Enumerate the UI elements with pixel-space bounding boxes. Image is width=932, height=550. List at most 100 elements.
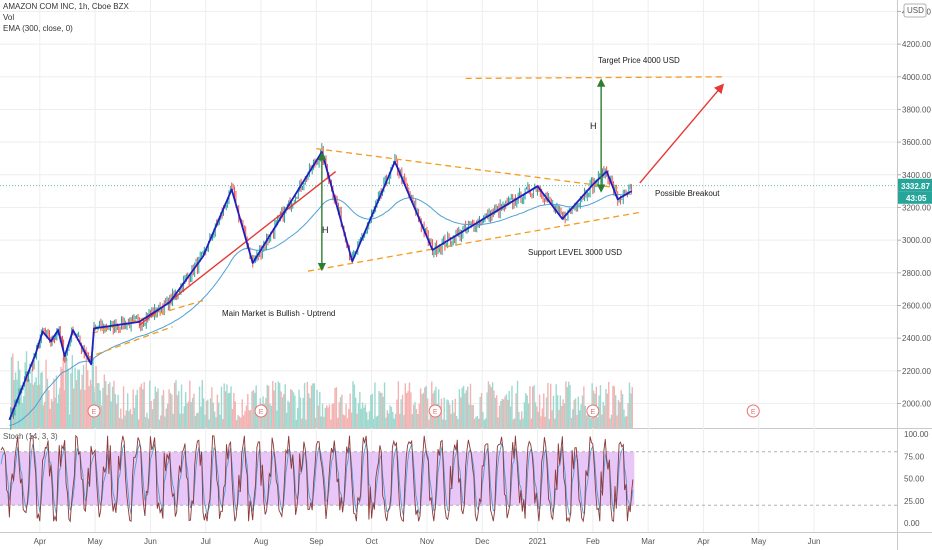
volume-bar — [235, 419, 238, 428]
volume-bar — [173, 382, 176, 428]
volume-bar — [87, 370, 89, 428]
volume-bar — [136, 389, 139, 428]
volume-bar — [184, 392, 187, 428]
volume-bar — [54, 397, 56, 428]
volume-bar — [327, 407, 329, 428]
currency-badge[interactable] — [903, 3, 927, 18]
volume-bar — [100, 405, 103, 428]
volume-bar — [603, 405, 606, 428]
volume-bar — [356, 413, 358, 428]
volume-bar — [494, 397, 497, 428]
volume-bar — [366, 412, 368, 428]
volume-bar — [424, 387, 426, 428]
volume-bar — [68, 414, 71, 428]
volume-bar — [135, 395, 137, 428]
volume-bar — [376, 415, 379, 428]
volume-bar — [511, 385, 513, 428]
volume-bar — [393, 418, 395, 428]
volume-bar — [602, 401, 604, 428]
volume-bar — [443, 397, 445, 428]
chart-title: AMAZON COM INC, 1h, Cboe BZX — [3, 2, 129, 11]
breakout-arrow — [639, 83, 725, 184]
volume-bar — [627, 402, 629, 428]
stoch-tick-label: 0.00 — [904, 519, 920, 528]
earnings-marker — [746, 404, 760, 418]
volume-bar — [487, 381, 490, 428]
volume-bar — [20, 385, 22, 428]
time-tick-label: Oct — [365, 537, 378, 546]
volume-bar — [566, 387, 568, 428]
volume-bar — [396, 399, 398, 428]
support-level-label: Support LEVEL 3000 USD — [528, 248, 622, 257]
volume-bar — [313, 383, 315, 428]
volume-bar — [182, 413, 184, 428]
volume-bar — [10, 357, 13, 428]
volume-bar — [455, 415, 458, 428]
volume-bar — [110, 401, 112, 428]
volume-bar — [55, 375, 58, 428]
volume-bar — [294, 395, 296, 428]
volume-bar — [548, 419, 550, 428]
volume-bar — [588, 410, 591, 428]
volume-bar — [172, 413, 174, 428]
volume-bar — [426, 398, 429, 428]
volume-bar — [576, 414, 578, 428]
volume-bar — [533, 385, 535, 428]
volume-bar — [623, 409, 625, 428]
volume-bar — [551, 410, 553, 428]
volume-bar — [324, 407, 327, 428]
volume-bar — [82, 365, 85, 428]
volume-bar — [227, 393, 230, 428]
height-label-right: H — [590, 121, 597, 131]
volume-bar — [212, 402, 214, 428]
volume-bar — [175, 380, 177, 428]
volume-bar — [601, 414, 603, 428]
volume-bar — [335, 387, 338, 428]
volume-bar — [467, 386, 469, 428]
time-tick-label: 2021 — [529, 537, 547, 546]
volume-bar — [562, 399, 564, 428]
volume-bar — [626, 416, 628, 428]
volume-bar — [379, 392, 382, 428]
volume-bar — [179, 413, 181, 428]
volume-bar — [451, 400, 454, 428]
volume-bar — [476, 416, 479, 428]
volume-bar — [140, 383, 143, 428]
volume-bar — [197, 412, 199, 428]
volume-bar — [230, 386, 232, 428]
volume-bar — [231, 408, 234, 428]
volume-bar — [52, 401, 54, 428]
volume-bar — [218, 402, 220, 428]
volume-bar — [288, 402, 291, 428]
volume-bar — [447, 400, 450, 428]
volume-bar — [284, 384, 286, 428]
volume-bar — [515, 393, 517, 428]
volume-bar — [397, 381, 400, 428]
volume-label: Vol — [3, 13, 15, 22]
stoch-tick-label: 25.00 — [904, 497, 925, 506]
volume-bar — [171, 394, 173, 428]
volume-bar — [407, 391, 409, 428]
bullish-trend-label: Main Market is Bullish - Uptrend — [222, 309, 335, 318]
volume-bar — [431, 381, 433, 428]
volume-bar — [111, 386, 114, 428]
volume-bar — [223, 383, 225, 428]
volume-bar — [176, 395, 179, 428]
volume-bar — [469, 383, 472, 428]
ema-line — [9, 193, 632, 426]
volume-bar — [147, 418, 150, 428]
volume-bar — [13, 380, 15, 428]
volume-bar — [444, 419, 447, 428]
volume-bar — [453, 412, 455, 428]
volume-bar — [504, 396, 506, 428]
volume-bar — [370, 395, 372, 428]
volume-bar — [132, 389, 134, 428]
volume-bar — [144, 417, 147, 428]
volume-bar — [507, 399, 509, 428]
volume-bar — [242, 415, 245, 428]
volume-bar — [486, 392, 488, 428]
volume-bar — [527, 403, 530, 428]
volume-bar — [198, 386, 201, 428]
volume-bar — [577, 396, 580, 428]
